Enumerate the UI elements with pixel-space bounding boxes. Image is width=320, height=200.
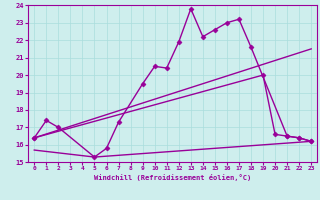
X-axis label: Windchill (Refroidissement éolien,°C): Windchill (Refroidissement éolien,°C) [94, 174, 251, 181]
